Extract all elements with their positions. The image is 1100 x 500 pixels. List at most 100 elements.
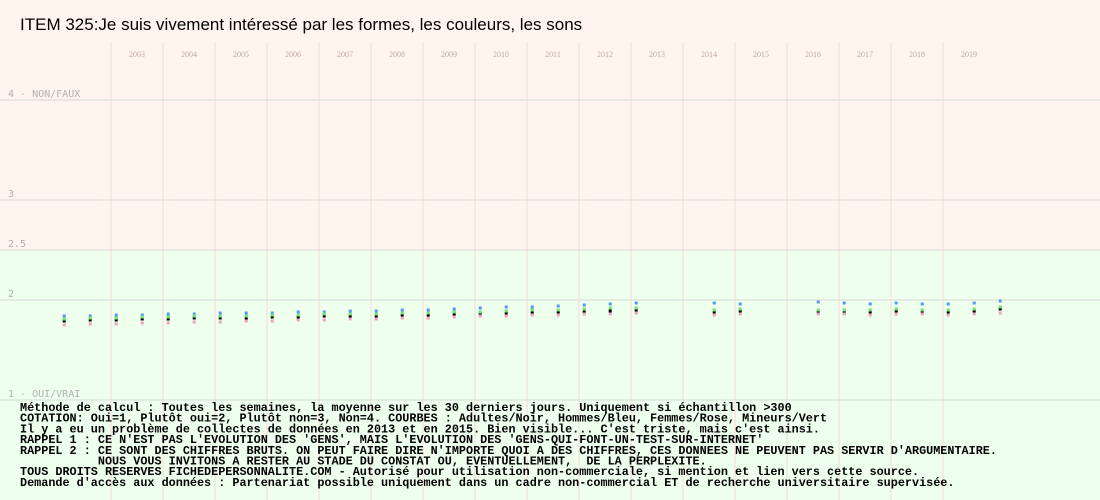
data-point	[868, 308, 872, 312]
x-tick-label: 2005	[233, 50, 249, 59]
data-point	[452, 310, 456, 314]
data-point	[504, 311, 508, 315]
data-point	[868, 302, 872, 306]
data-point	[712, 301, 716, 305]
data-point	[738, 309, 742, 313]
x-tick-label: 2016	[805, 50, 821, 59]
y-tick-label: 4 - NON/FAUX	[8, 89, 80, 100]
data-point	[842, 308, 846, 312]
data-point	[582, 303, 586, 307]
data-point	[114, 318, 118, 322]
data-point	[998, 307, 1002, 311]
x-tick-label: 2010	[493, 50, 509, 59]
data-point	[972, 309, 976, 313]
x-tick-label: 2018	[909, 50, 925, 59]
data-point	[556, 310, 560, 314]
data-point	[608, 302, 612, 306]
data-point	[348, 312, 352, 316]
y-tick-label: 1 - OUI/VRAI	[8, 389, 80, 400]
chart-title: ITEM 325:Je suis vivement intéressé par …	[20, 15, 582, 34]
data-point	[582, 307, 586, 311]
data-point	[114, 316, 118, 320]
data-point	[842, 312, 846, 316]
data-point	[816, 312, 820, 316]
data-point	[296, 310, 300, 314]
data-point	[400, 311, 404, 315]
x-tick-label: 2006	[285, 50, 301, 59]
data-point	[140, 313, 144, 317]
data-point	[582, 312, 586, 316]
data-point	[556, 308, 560, 312]
x-tick-label: 2017	[857, 50, 873, 59]
data-point	[140, 321, 144, 325]
data-point	[894, 309, 898, 313]
note-line: RAPPEL 1 : CE N'EST PAS L'EVOLUTION DES …	[20, 433, 763, 447]
data-point	[998, 305, 1002, 309]
data-point	[140, 315, 144, 319]
data-point	[192, 316, 196, 320]
data-point	[218, 316, 222, 320]
data-point	[166, 317, 170, 321]
data-point	[712, 313, 716, 317]
x-tick-label: 2013	[649, 50, 665, 59]
data-point	[634, 301, 638, 305]
data-point	[842, 301, 846, 305]
data-point	[166, 315, 170, 319]
data-point	[608, 312, 612, 316]
data-point	[322, 312, 326, 316]
data-point	[972, 301, 976, 305]
data-point	[88, 316, 92, 320]
data-point	[478, 312, 482, 316]
data-point	[322, 310, 326, 314]
data-point	[426, 313, 430, 317]
data-point	[530, 311, 534, 315]
data-point	[374, 314, 378, 318]
data-point	[530, 305, 534, 309]
data-point	[842, 310, 846, 314]
data-point	[816, 308, 820, 312]
data-point	[946, 310, 950, 314]
x-tick-label: 2011	[545, 50, 561, 59]
data-point	[478, 306, 482, 310]
data-point	[920, 302, 924, 306]
data-point	[738, 302, 742, 306]
x-tick-label: 2019	[961, 50, 977, 59]
data-point	[192, 314, 196, 318]
data-point	[738, 312, 742, 316]
data-point	[270, 315, 274, 319]
data-point	[712, 308, 716, 312]
note-line: Méthode de calcul : Toutes les semaines,…	[20, 401, 792, 415]
data-point	[946, 308, 950, 312]
data-point	[816, 300, 820, 304]
data-point	[348, 314, 352, 318]
x-tick-label: 2012	[597, 50, 613, 59]
data-point	[374, 317, 378, 321]
data-point	[322, 314, 326, 318]
data-point	[244, 314, 248, 318]
data-point	[166, 321, 170, 325]
note-line: TOUS DROITS RESERVES FICHEDEPERSONNALITE…	[20, 465, 919, 479]
data-point	[114, 313, 118, 317]
data-point	[452, 315, 456, 319]
data-points	[62, 299, 1002, 327]
note-line: COTATION: Oui=1, Plutôt oui=2, Plutôt no…	[20, 412, 827, 426]
data-point	[192, 312, 196, 316]
data-point	[88, 314, 92, 318]
data-point	[608, 306, 612, 310]
data-point	[114, 322, 118, 326]
data-point	[62, 319, 66, 323]
data-point	[504, 305, 508, 309]
data-point	[426, 316, 430, 320]
data-point	[608, 309, 612, 313]
data-point	[88, 322, 92, 326]
data-point	[998, 299, 1002, 303]
y-tick-label: 2	[8, 289, 14, 300]
data-point	[868, 313, 872, 317]
data-point	[244, 319, 248, 323]
data-point	[894, 301, 898, 305]
x-tick-label: 2008	[389, 50, 405, 59]
data-point	[894, 307, 898, 311]
x-tick-label: 2007	[337, 50, 353, 59]
data-point	[62, 317, 66, 321]
data-point	[426, 308, 430, 312]
